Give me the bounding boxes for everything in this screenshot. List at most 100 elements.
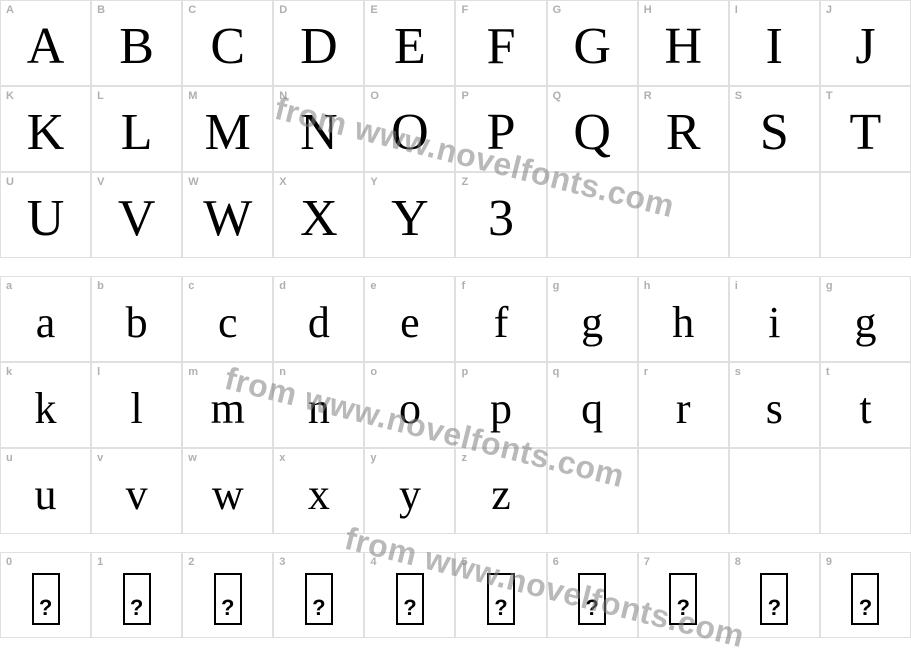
glyph: e <box>365 285 454 361</box>
glyph-cell: EE <box>364 0 455 86</box>
glyph: q <box>548 371 637 447</box>
glyph: B <box>92 9 181 85</box>
glyph-cell <box>638 448 729 534</box>
glyph-cell: TT <box>820 86 911 172</box>
glyph-cell: 6? <box>547 552 638 638</box>
glyph: c <box>183 285 272 361</box>
missing-glyph-box: ? <box>669 573 697 625</box>
glyph: G <box>548 9 637 85</box>
missing-glyph-box: ? <box>305 573 333 625</box>
glyph-cell: CC <box>182 0 273 86</box>
character-map-grid: AABBCCDDEEFFGGHHIIJJKKLLMMNNOOPPQQRRSSTT… <box>0 0 911 638</box>
glyph: U <box>1 181 90 257</box>
glyph-cell: SS <box>729 86 820 172</box>
glyph-cell: QQ <box>547 86 638 172</box>
glyph: u <box>1 457 90 533</box>
glyph: Y <box>365 181 454 257</box>
glyph-cell: ii <box>729 276 820 362</box>
glyph-cell: mm <box>182 362 273 448</box>
glyph: m <box>183 371 272 447</box>
glyph: J <box>821 9 910 85</box>
glyph: V <box>92 181 181 257</box>
missing-glyph-box: ? <box>578 573 606 625</box>
glyph-cell: PP <box>455 86 546 172</box>
glyph: k <box>1 371 90 447</box>
glyph-cell: oo <box>364 362 455 448</box>
glyph: n <box>274 371 363 447</box>
glyph-cell: cc <box>182 276 273 362</box>
missing-glyph: ? <box>274 561 363 637</box>
glyph-cell: tt <box>820 362 911 448</box>
glyph: x <box>274 457 363 533</box>
glyph: r <box>639 371 728 447</box>
glyph: P <box>456 95 545 171</box>
glyph: i <box>730 285 819 361</box>
glyph-cell: ee <box>364 276 455 362</box>
missing-glyph: ? <box>730 561 819 637</box>
glyph-cell: 1? <box>91 552 182 638</box>
glyph: L <box>92 95 181 171</box>
glyph: W <box>183 181 272 257</box>
glyph-cell: JJ <box>820 0 911 86</box>
glyph: C <box>183 9 272 85</box>
glyph-cell: 4? <box>364 552 455 638</box>
glyph: g <box>821 285 910 361</box>
glyph-cell <box>547 448 638 534</box>
glyph-cell: UU <box>0 172 91 258</box>
glyph-cell: ff <box>455 276 546 362</box>
row-gap <box>0 258 911 276</box>
glyph: h <box>639 285 728 361</box>
glyph-cell: xx <box>273 448 364 534</box>
glyph-cell: ll <box>91 362 182 448</box>
glyph-cell: bb <box>91 276 182 362</box>
missing-glyph: ? <box>456 561 545 637</box>
missing-glyph: ? <box>821 561 910 637</box>
missing-glyph-box: ? <box>396 573 424 625</box>
glyph: H <box>639 9 728 85</box>
glyph-cell: MM <box>182 86 273 172</box>
glyph-cell: ss <box>729 362 820 448</box>
glyph: A <box>1 9 90 85</box>
missing-glyph-box: ? <box>32 573 60 625</box>
row-gap <box>0 534 911 552</box>
glyph: F <box>456 9 545 85</box>
glyph-cell: HH <box>638 0 729 86</box>
glyph: K <box>1 95 90 171</box>
glyph: b <box>92 285 181 361</box>
glyph-cell: 9? <box>820 552 911 638</box>
glyph: v <box>92 457 181 533</box>
glyph-cell: NN <box>273 86 364 172</box>
glyph: t <box>821 371 910 447</box>
glyph-cell: aa <box>0 276 91 362</box>
glyph-cell: hh <box>638 276 729 362</box>
missing-glyph-box: ? <box>214 573 242 625</box>
glyph-cell: OO <box>364 86 455 172</box>
glyph: y <box>365 457 454 533</box>
glyph-cell: gg <box>547 276 638 362</box>
glyph-cell: VV <box>91 172 182 258</box>
glyph: O <box>365 95 454 171</box>
glyph-cell: 7? <box>638 552 729 638</box>
glyph-cell: rr <box>638 362 729 448</box>
glyph-cell: RR <box>638 86 729 172</box>
glyph: z <box>456 457 545 533</box>
glyph-cell: BB <box>91 0 182 86</box>
glyph: p <box>456 371 545 447</box>
glyph-cell: AA <box>0 0 91 86</box>
glyph: R <box>639 95 728 171</box>
glyph-cell <box>729 172 820 258</box>
glyph: X <box>274 181 363 257</box>
glyph-cell: WW <box>182 172 273 258</box>
missing-glyph-box: ? <box>487 573 515 625</box>
glyph: T <box>821 95 910 171</box>
glyph-cell: FF <box>455 0 546 86</box>
glyph-cell <box>820 448 911 534</box>
missing-glyph-box: ? <box>123 573 151 625</box>
glyph-cell: Z3 <box>455 172 546 258</box>
glyph-cell: kk <box>0 362 91 448</box>
missing-glyph-box: ? <box>760 573 788 625</box>
glyph-cell: GG <box>547 0 638 86</box>
glyph-cell: 3? <box>273 552 364 638</box>
glyph: M <box>183 95 272 171</box>
glyph-cell: DD <box>273 0 364 86</box>
